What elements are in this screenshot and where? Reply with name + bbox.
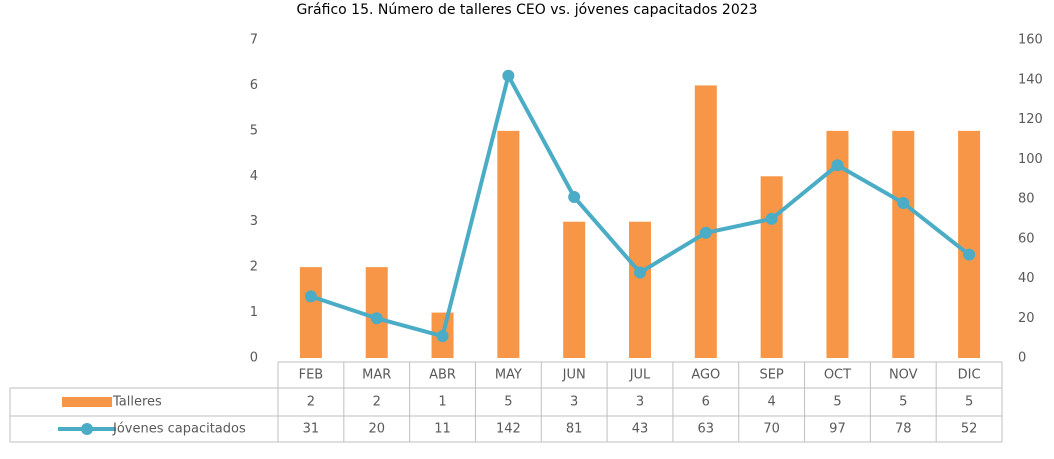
legend-key	[81, 423, 93, 435]
table-value: 6	[702, 395, 710, 410]
legend-key	[62, 397, 112, 407]
x-tick-label: NOV	[889, 368, 918, 383]
y2-tick-label: 140	[1018, 72, 1043, 87]
bar	[892, 130, 915, 358]
y2-tick-label: 120	[1018, 112, 1043, 127]
table-value: 1	[438, 395, 446, 410]
table-value: 11	[434, 422, 451, 437]
table-value: 3	[570, 395, 578, 410]
y-tick-label: 6	[250, 78, 258, 93]
x-tick-label: JUN	[562, 368, 586, 383]
table-value: 78	[895, 422, 912, 437]
legend-label: Jóvenes capacitados	[112, 422, 246, 437]
table-value: 4	[767, 395, 775, 410]
y-tick-label: 1	[250, 305, 258, 320]
x-tick-label: AGO	[691, 368, 720, 383]
bar	[826, 130, 849, 358]
bar	[694, 85, 717, 358]
table-value: 70	[763, 422, 780, 437]
table-value: 63	[698, 422, 715, 437]
bar	[299, 267, 322, 358]
x-tick-label: JUL	[629, 368, 651, 383]
marker	[831, 159, 844, 172]
marker	[634, 266, 646, 279]
table-value: 20	[368, 422, 385, 437]
marker	[304, 290, 317, 303]
x-tick-label: FEB	[299, 368, 324, 383]
y2-tick-label: 160	[1018, 33, 1043, 48]
y-tick-label: 7	[250, 33, 258, 48]
table-value: 142	[496, 422, 521, 437]
marker	[436, 330, 449, 343]
y-tick-label: 0	[250, 351, 258, 366]
y2-tick-label: 0	[1018, 351, 1026, 366]
table-value: 5	[504, 395, 512, 410]
y2-tick-label: 80	[1018, 192, 1035, 207]
marker	[765, 212, 778, 225]
bar	[958, 130, 981, 358]
table-value: 5	[965, 395, 973, 410]
marker	[502, 69, 515, 82]
table-value: 3	[636, 395, 644, 410]
marker	[897, 196, 910, 209]
y2-tick-label: 20	[1018, 311, 1035, 326]
x-tick-label: MAR	[362, 368, 391, 383]
bar	[629, 221, 651, 358]
table-value: 97	[829, 422, 846, 437]
table-value: 5	[899, 395, 907, 410]
chart-title: Gráfico 15. Número de talleres CEO vs. j…	[296, 2, 757, 18]
x-tick-label: MAY	[495, 368, 522, 383]
y-tick-label: 2	[250, 260, 258, 275]
y2-tick-label: 40	[1018, 271, 1035, 286]
x-tick-label: DIC	[958, 368, 981, 383]
marker	[568, 191, 581, 204]
marker	[699, 226, 712, 239]
x-tick-label: ABR	[429, 368, 456, 383]
table-value: 43	[632, 422, 649, 437]
table-value: 81	[566, 422, 583, 437]
marker	[963, 248, 976, 261]
table-value: 5	[833, 395, 841, 410]
x-tick-label: OCT	[824, 368, 851, 383]
y-tick-label: 4	[250, 169, 258, 184]
table-value: 2	[307, 395, 315, 410]
y-tick-label: 5	[250, 123, 258, 138]
bar	[497, 130, 520, 358]
y2-tick-label: 60	[1018, 231, 1035, 246]
bar	[760, 176, 783, 358]
bar	[563, 221, 586, 358]
y2-tick-label: 100	[1018, 152, 1043, 167]
table-value: 2	[373, 395, 381, 410]
x-tick-label: SEP	[759, 368, 783, 383]
table-value: 31	[303, 422, 320, 437]
legend-label: Talleres	[112, 395, 162, 410]
y-tick-label: 3	[250, 214, 258, 229]
marker	[370, 312, 383, 325]
table-value: 52	[961, 422, 978, 437]
